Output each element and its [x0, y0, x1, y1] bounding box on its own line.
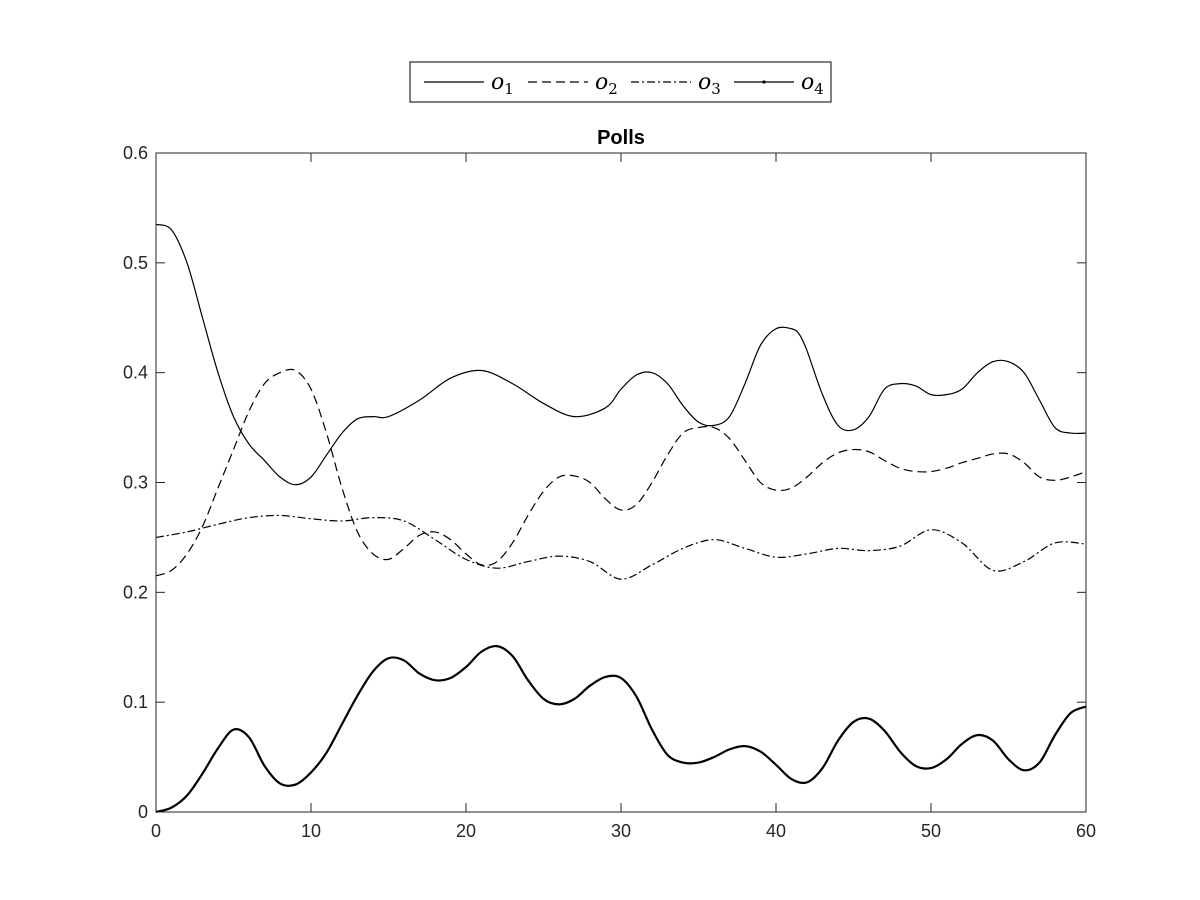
legend-marker-o4: [762, 80, 766, 84]
x-tick-label: 10: [301, 821, 321, 841]
legend-label-o2: o2: [595, 70, 618, 98]
x-tick-label: 30: [611, 821, 631, 841]
legend-label-o4: o4: [801, 70, 824, 98]
ticks-layer: 0 10 20 30 40 50 60 0 0.1 0.2 0.3 0.4 0.5 0.6: [123, 143, 1096, 841]
series-line-o4: [155, 644, 1087, 814]
x-tick-label: 50: [921, 821, 941, 841]
y-tick-label: 0.3: [123, 473, 148, 493]
y-tick-label: 0.2: [123, 582, 148, 602]
x-tick-label: 20: [456, 821, 476, 841]
legend-label-o1: o1: [491, 70, 514, 98]
legend-label-o3: o3: [698, 70, 721, 98]
legend: o1 o2 o3 o4: [409, 61, 832, 103]
x-tick-label: 40: [766, 821, 786, 841]
series-layer: [155, 223, 1087, 814]
y-tick-label: 0.6: [123, 143, 148, 163]
x-tick-label: 0: [151, 821, 161, 841]
series-line-o1: [155, 223, 1087, 486]
chart-title: Polls: [597, 127, 645, 149]
series-line-o2: [155, 368, 1087, 577]
plot-area: [156, 153, 1086, 812]
y-tick-label: 0: [138, 802, 148, 822]
series-line-o3: [155, 514, 1087, 580]
y-tick-label: 0.4: [123, 363, 148, 383]
x-tick-label: 60: [1076, 821, 1096, 841]
y-tick-label: 0.5: [123, 253, 148, 273]
y-tick-label: 0.1: [123, 692, 148, 712]
